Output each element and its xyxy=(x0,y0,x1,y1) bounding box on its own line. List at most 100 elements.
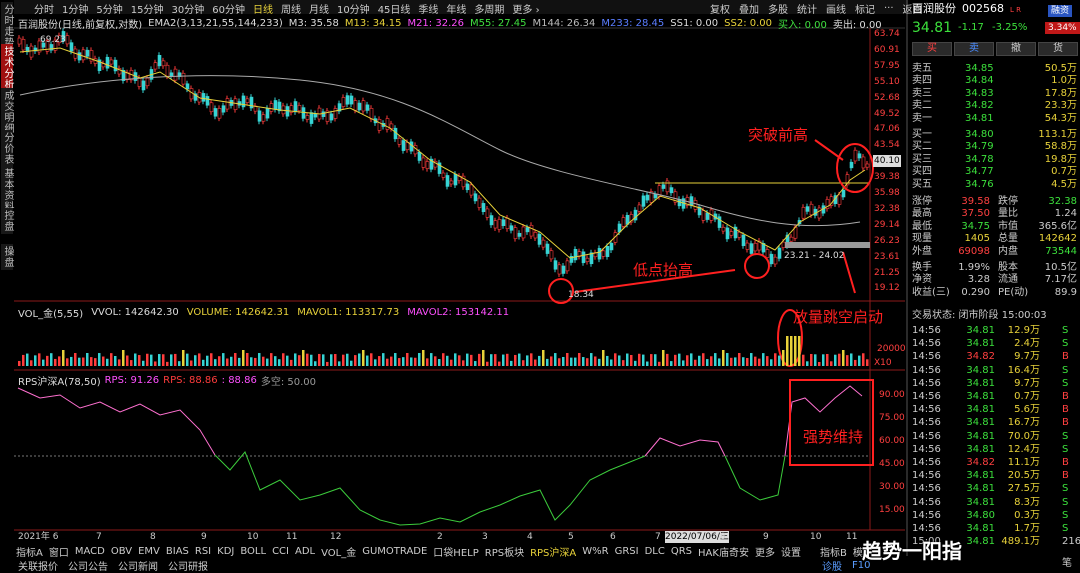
status-link[interactable]: 关联报价 xyxy=(18,562,58,573)
side-tab[interactable]: 分价表 xyxy=(1,130,13,167)
volume-bar xyxy=(406,353,409,366)
indicator-tab[interactable]: BIAS xyxy=(165,546,189,557)
volume-bar xyxy=(730,357,733,366)
indicator-tab[interactable]: OBV xyxy=(110,546,133,557)
period-tab[interactable]: 45日线 xyxy=(377,5,411,16)
period-tab[interactable]: 分时 xyxy=(34,5,54,16)
rps-line xyxy=(724,455,786,501)
price-tick: 23.61 xyxy=(874,251,900,262)
side-tab[interactable]: 控盘 xyxy=(1,208,13,234)
indicator-tab[interactable]: RPS沪深A xyxy=(530,548,577,559)
tool-button[interactable]: 统计 xyxy=(797,5,817,16)
side-tab[interactable]: 技术分析 xyxy=(1,44,13,92)
volume-bar xyxy=(362,350,365,366)
trade-button[interactable]: 撤 xyxy=(996,42,1036,56)
candle xyxy=(137,77,142,87)
trade-button[interactable]: 买 xyxy=(912,42,952,56)
indicator-tab[interactable]: QRS xyxy=(670,546,693,557)
trade-button[interactable]: 货 xyxy=(1038,42,1078,56)
period-tab[interactable]: 年线 xyxy=(446,5,467,16)
period-tab[interactable]: 60分钟 xyxy=(212,5,245,16)
period-tab[interactable]: 多周期 xyxy=(474,5,505,16)
indicator-tab[interactable]: GRSI xyxy=(614,546,639,557)
volume-bar xyxy=(86,353,89,366)
period-tab[interactable]: 1分钟 xyxy=(62,5,89,16)
volume-bar xyxy=(650,354,653,366)
indicator-tab[interactable]: HAK庙奇安 xyxy=(698,548,749,559)
period-tab[interactable]: 周线 xyxy=(280,5,301,16)
tool-button[interactable]: 叠加 xyxy=(739,5,759,16)
gap-range: 23.21 - 24.02 xyxy=(784,251,845,261)
tool-button[interactable]: 多股 xyxy=(768,5,788,16)
volume-bar xyxy=(826,353,829,366)
stat-label: 流通 xyxy=(998,274,1018,286)
tool-button[interactable]: 复权 xyxy=(710,5,730,16)
tool-button[interactable]: ··· xyxy=(884,3,894,14)
volume-bar xyxy=(810,353,813,366)
status-link[interactable]: 公司新闻 xyxy=(118,562,158,573)
status-link[interactable]: 公司公告 xyxy=(68,562,108,573)
rps-line xyxy=(17,387,216,456)
volume-bar xyxy=(74,353,77,366)
indicator-tab[interactable]: 更多 xyxy=(754,548,775,559)
indicator-tab[interactable]: BOLL xyxy=(240,546,267,557)
volume-bar xyxy=(190,360,193,366)
candle xyxy=(397,137,402,145)
trade-flag: S xyxy=(1062,496,1069,508)
period-tab[interactable]: 30分钟 xyxy=(171,5,205,16)
period-tab[interactable]: 5分钟 xyxy=(96,5,123,16)
period-tab[interactable]: 月线 xyxy=(308,5,329,16)
candle xyxy=(497,219,502,230)
side-tab[interactable]: 分时走势 xyxy=(1,2,13,50)
period-tab[interactable]: 10分钟 xyxy=(336,5,370,16)
indicator-tab[interactable]: RPS板块 xyxy=(484,548,525,559)
period-tab[interactable]: 15分钟 xyxy=(130,5,164,16)
volume-bar xyxy=(486,361,489,366)
side-tab[interactable]: 成交明细 xyxy=(1,88,13,136)
candle xyxy=(601,250,606,257)
panel-tab[interactable]: 笔 xyxy=(1062,558,1072,569)
candle xyxy=(193,93,198,101)
status-link[interactable]: F10 xyxy=(852,560,871,571)
volume-bar xyxy=(226,358,229,366)
tool-button[interactable]: 标记 xyxy=(855,5,875,16)
tool-button[interactable]: 画线 xyxy=(826,5,846,16)
period-tab[interactable]: 更多 › xyxy=(512,5,540,16)
indicator-tab[interactable]: 口袋HELP xyxy=(433,548,479,559)
candle xyxy=(473,193,478,202)
volume-bar xyxy=(642,354,645,366)
indicator-tab[interactable]: 模 xyxy=(852,548,863,559)
indicator-tab[interactable]: W%R xyxy=(582,546,609,557)
volume-bar xyxy=(570,357,573,366)
tool-button[interactable]: 返回 xyxy=(902,5,923,16)
indicator-tab[interactable]: CCI xyxy=(272,546,289,557)
indicator-tab[interactable]: MACD xyxy=(74,546,105,557)
indicator-tab[interactable]: RSI xyxy=(194,546,212,557)
side-tab[interactable]: 操盘 xyxy=(1,244,13,270)
indicator-tab[interactable]: 设置 xyxy=(780,548,801,559)
indicator-tab[interactable]: DLC xyxy=(644,546,665,557)
indicator-tab[interactable]: EMV xyxy=(138,546,160,557)
period-tab[interactable]: 日线 xyxy=(252,5,273,16)
period-tab[interactable]: 季线 xyxy=(418,5,439,16)
volume-bar xyxy=(286,355,289,366)
side-tab[interactable]: 基本资料 xyxy=(1,166,13,214)
indicator-tab[interactable]: 指标B xyxy=(820,548,847,559)
indicator-tab[interactable]: ADL xyxy=(294,546,316,557)
indicator-tab[interactable]: 窗口 xyxy=(48,548,69,559)
trade-time: 14:56 xyxy=(912,483,941,495)
status-link[interactable]: 诊股 xyxy=(822,562,842,573)
indicator-tab[interactable]: KDJ xyxy=(217,546,235,557)
indicator-tab[interactable]: VOL_金 xyxy=(321,548,357,559)
indicator-tab[interactable]: GUMOTRADE xyxy=(362,546,428,557)
trade-button[interactable]: 卖 xyxy=(954,42,994,56)
volume-bar xyxy=(30,360,33,366)
candle xyxy=(761,243,766,253)
volume-bar xyxy=(690,353,693,366)
volume-bar xyxy=(338,361,341,366)
margin-badge[interactable]: 融资 xyxy=(1048,5,1073,17)
volume-bar xyxy=(474,361,477,366)
status-link[interactable]: 公司研报 xyxy=(168,562,208,573)
stat-value: 1.24 xyxy=(1054,208,1077,220)
indicator-tab[interactable]: 指标A xyxy=(16,548,43,559)
